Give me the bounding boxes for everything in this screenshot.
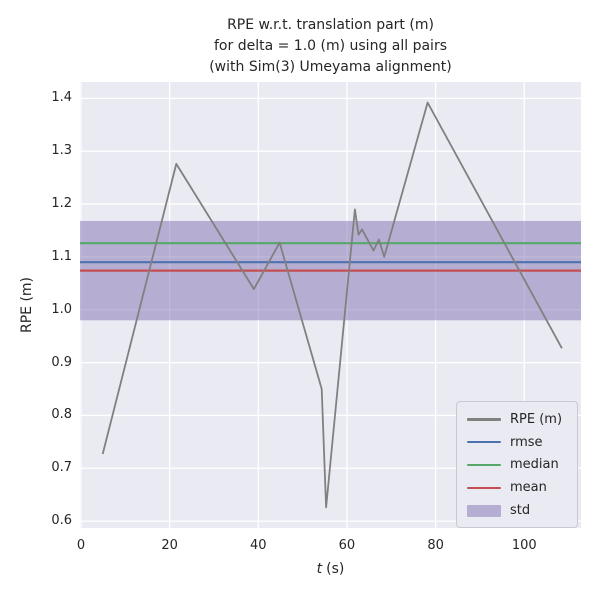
x-tick-label: 80 [427,538,444,553]
legend-item-rmse: rmse [467,431,567,454]
chart-title: RPE w.r.t. translation part (m) for delt… [80,15,581,78]
x-tick-label: 60 [338,538,356,553]
y-tick-label: 0.6 [51,513,72,529]
legend-item-std: std [467,499,567,522]
legend-label-rmse: rmse [510,434,543,450]
legend-line-sample-rpe [467,418,501,421]
legend-label-mean: mean [510,480,547,496]
plot-area [80,82,581,528]
y-tick-label: 1.1 [51,248,72,264]
legend-patch-sample-std [467,504,501,517]
legend-item-rpe: RPE (m) [467,408,567,431]
legend-item-mean: mean [467,476,567,499]
y-tick-label: 1.3 [51,143,72,159]
x-axis-label: t (s) [80,561,581,577]
y-tick-label: 0.9 [51,354,72,370]
legend-line-sample-rmse [467,440,501,444]
chart-title-line-1: RPE w.r.t. translation part (m) [227,17,434,33]
chart-title-line-2: for delta = 1.0 (m) using all pairs [214,38,447,54]
legend-label-rpe: RPE (m) [510,411,563,427]
legend-line-sample-median [467,463,501,467]
x-tick-label: 100 [511,538,537,553]
x-tick-label: 0 [76,538,86,553]
y-tick-label: 0.7 [51,460,72,476]
legend: RPE (m) rmse median mean std [456,401,578,528]
chart-title-line-3: (with Sim(3) Umeyama alignment) [209,59,452,75]
legend-line-sample-mean [467,486,501,490]
series-line-rpe [101,101,563,509]
x-tick-label: 40 [250,538,267,553]
y-axis-label: RPE (m) [19,276,35,334]
x-axis-label-var: t [316,561,323,577]
legend-item-median: median [467,454,567,477]
x-tick-label: 20 [161,538,178,553]
legend-label-std: std [510,503,531,519]
plot-svg [80,82,581,528]
y-tick-label: 1.4 [51,90,72,106]
legend-label-median: median [510,457,559,473]
y-tick-label: 1.2 [51,196,72,212]
y-tick-label: 0.8 [51,407,72,423]
y-tick-label: 1.0 [51,301,72,317]
x-axis-label-unit: (s) [326,561,345,577]
